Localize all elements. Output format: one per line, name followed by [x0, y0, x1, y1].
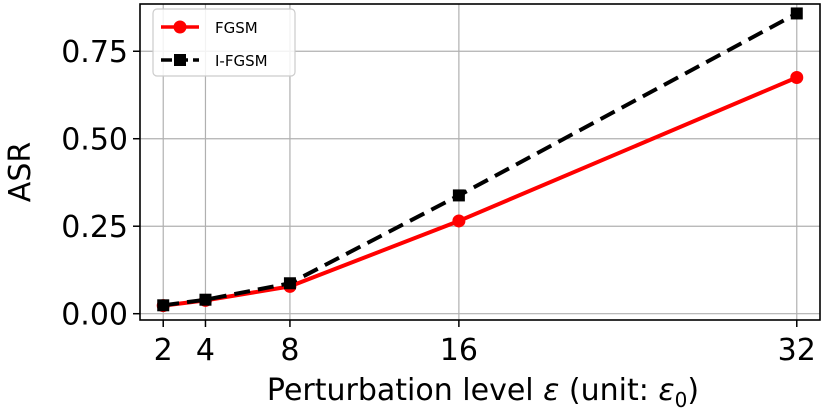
y-tick-label: 0.75: [61, 35, 128, 70]
data-point-fgsm: [790, 70, 804, 84]
y-tick-label: 0.00: [61, 298, 128, 333]
x-tick-label: 32: [778, 333, 816, 368]
data-point-i-fgsm: [790, 7, 803, 20]
x-tick-label: 2: [154, 333, 173, 368]
y-axis-label: ASR: [3, 142, 38, 202]
data-point-i-fgsm: [157, 299, 170, 312]
legend-fgsm-label: FGSM: [215, 19, 258, 37]
x-axis-label-unit: (unit:: [559, 373, 658, 408]
data-point-i-fgsm: [199, 293, 212, 306]
y-tick-label: 0.50: [61, 123, 128, 158]
x-axis-label-epsilon: ε: [543, 373, 559, 408]
legend-ifgsm-label: I-FGSM: [215, 52, 268, 70]
x-axis-label: Perturbation level ε (unit: ε0): [267, 373, 699, 410]
x-tick-label: 4: [196, 333, 215, 368]
y-tick-label: 0.25: [61, 210, 128, 245]
series-layer: [156, 7, 804, 313]
axis-ticks: 2 4 8 16 32 0.00 0.25 0.50 0.75: [61, 35, 816, 368]
data-point-i-fgsm: [452, 189, 465, 202]
series-i-fgsm: [157, 7, 803, 312]
x-axis-label-epsilon0: ε: [658, 373, 674, 408]
legend: FGSM I-FGSM: [152, 8, 296, 77]
plot-frame: [139, 3, 821, 321]
series-fgsm: [156, 70, 804, 313]
data-point-i-fgsm: [283, 277, 296, 290]
legend-ifgsm-marker: [174, 54, 186, 66]
legend-fgsm-marker: [173, 20, 187, 34]
x-axis-label-close: ): [687, 373, 699, 408]
x-axis-label-subscript: 0: [675, 388, 688, 410]
x-axis-label-main: Perturbation level: [267, 373, 543, 408]
data-point-fgsm: [452, 214, 466, 228]
series-line-fgsm: [162, 75, 798, 308]
x-tick-label: 16: [440, 333, 478, 368]
x-tick-label: 8: [280, 333, 299, 368]
